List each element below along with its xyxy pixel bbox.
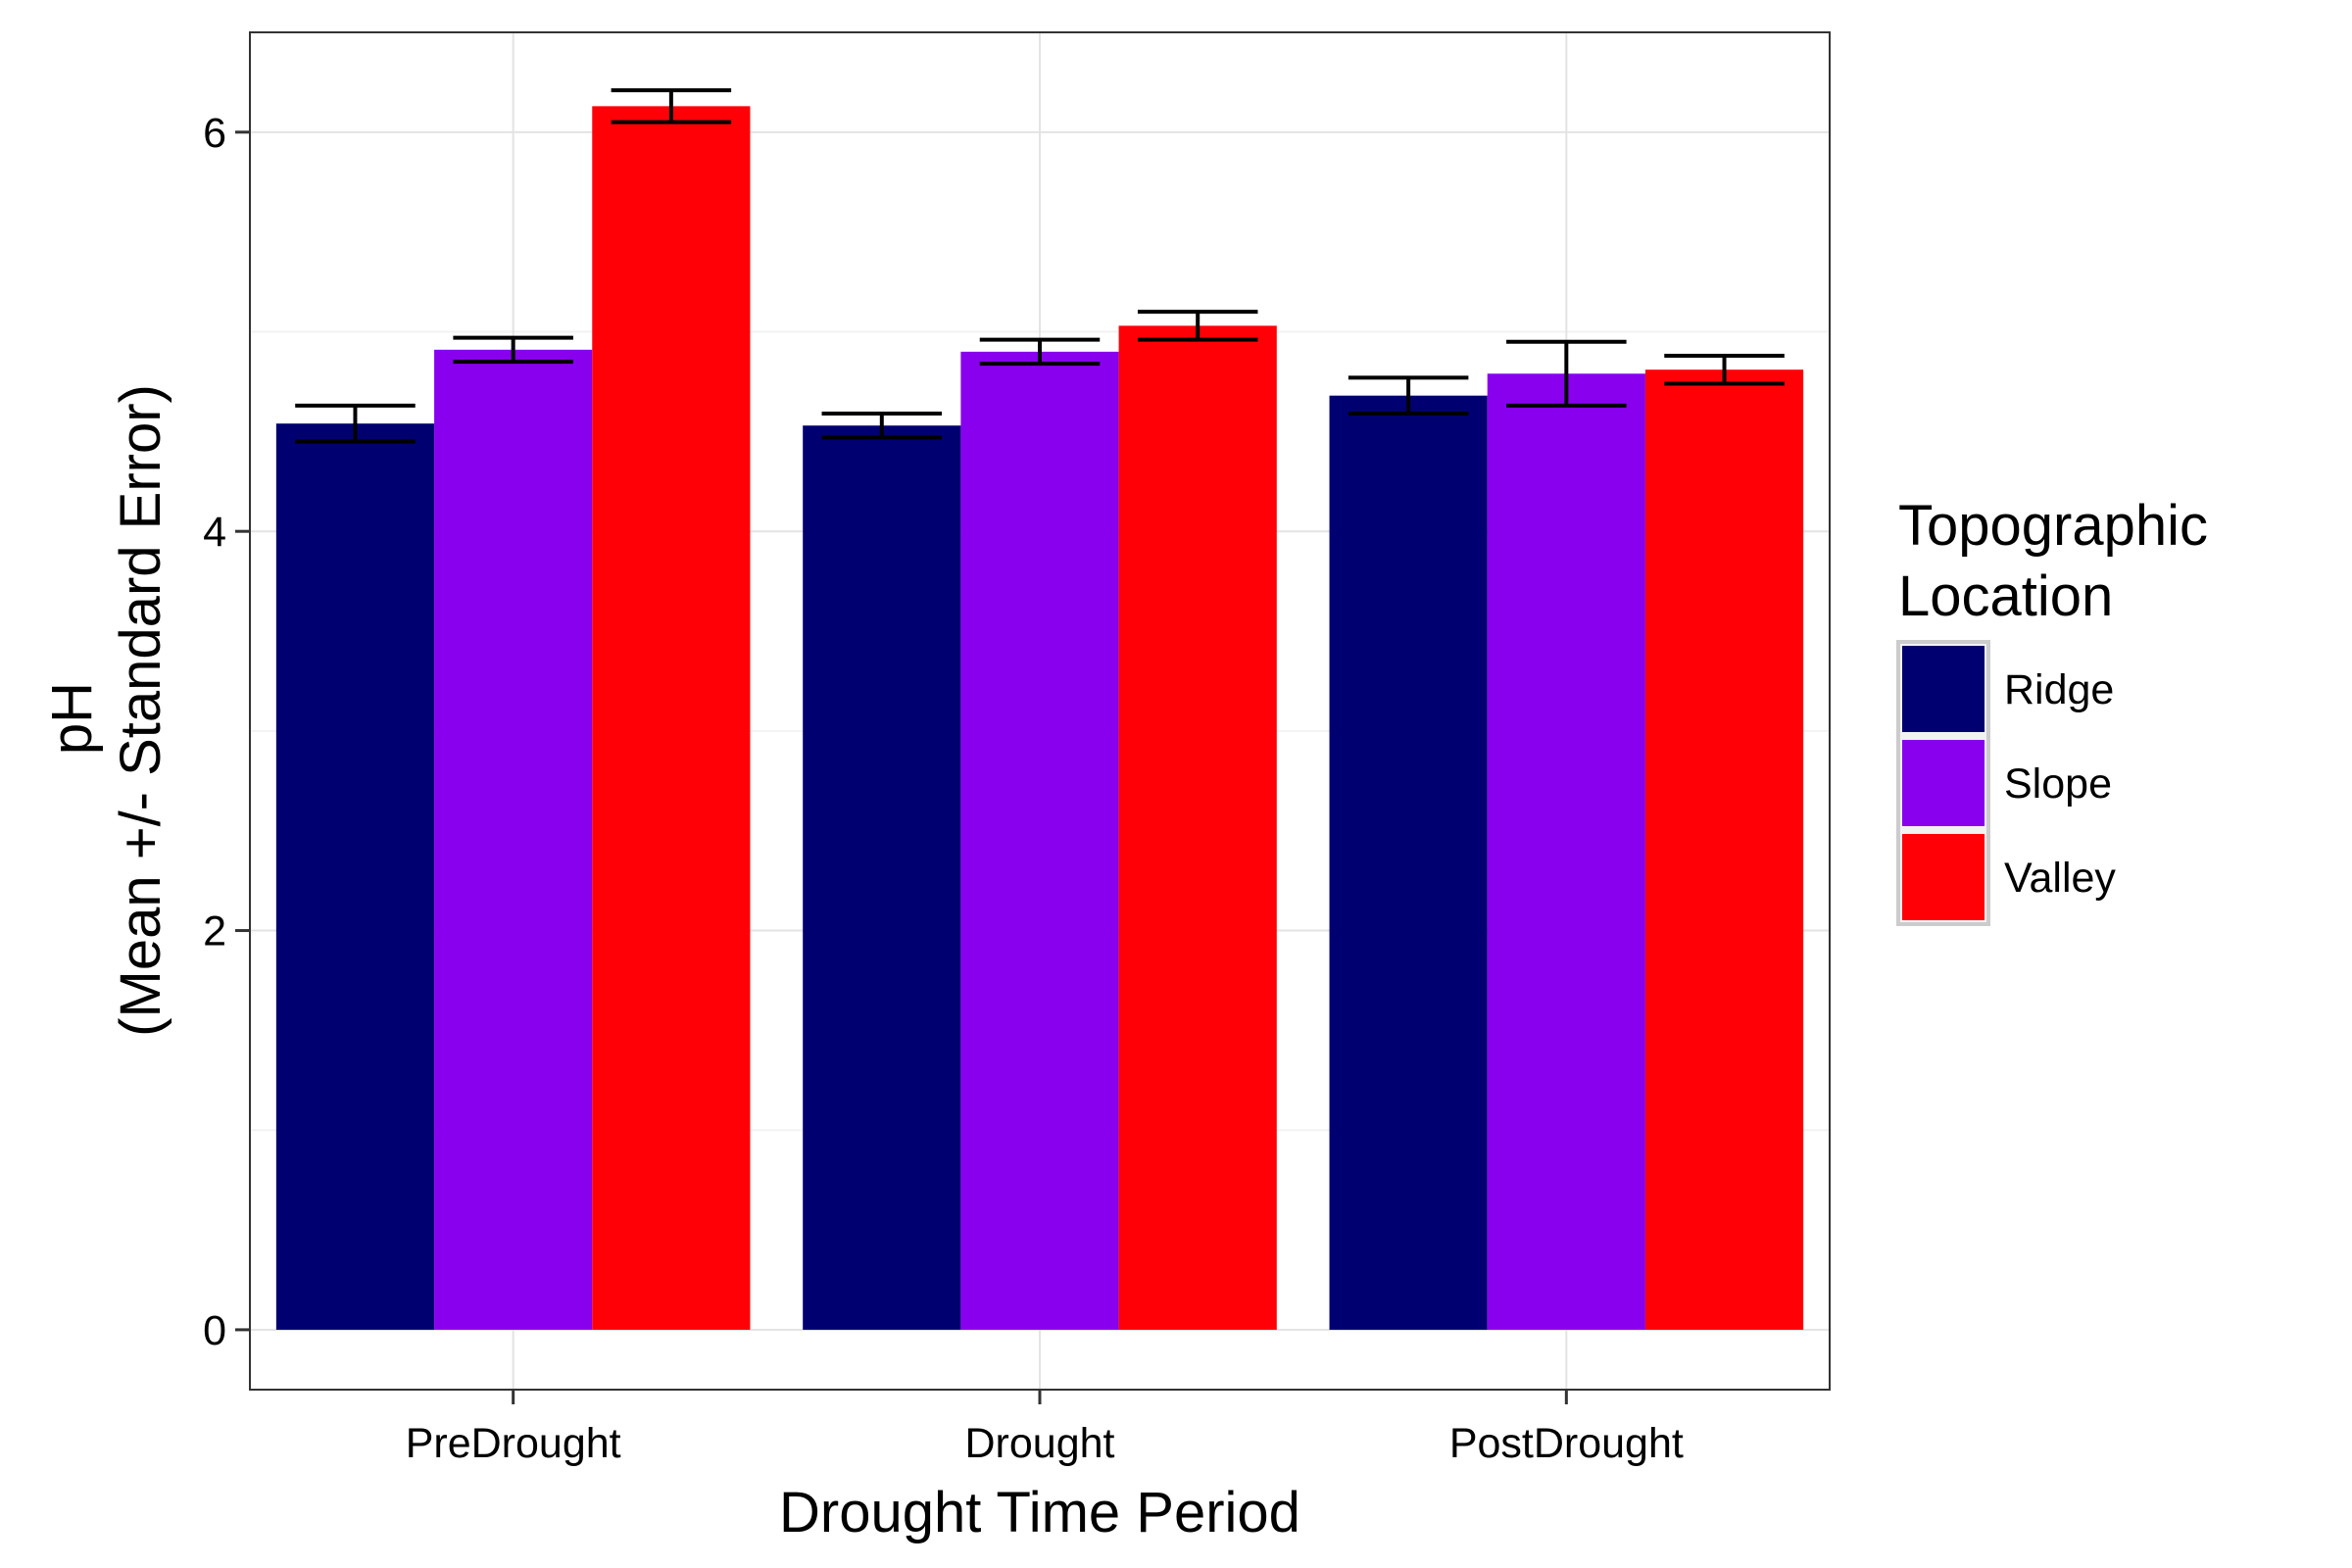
legend-swatch-valley xyxy=(1902,834,1984,920)
bar-slope-postdrought xyxy=(1487,373,1645,1330)
y-axis-title-line-2: (Mean +/- Standard Error) xyxy=(109,384,172,1037)
legend-keys: Ridge Slope Valley xyxy=(1896,640,2116,926)
error-bar-valley-postdrought xyxy=(1664,353,1785,386)
legend-swatch-ridge xyxy=(1902,646,1984,732)
error-bar-valley-drought xyxy=(1137,310,1258,342)
error-bars xyxy=(295,88,1785,444)
bar-valley-postdrought xyxy=(1644,369,1804,1330)
y-axis-title-line-1: pH xyxy=(40,682,104,755)
x-tick-label: PreDrought xyxy=(406,1420,621,1467)
axes: 0 2 4 6 PreDrought Drought PostDrought xyxy=(203,110,1684,1467)
legend-title-line-1: Topographic xyxy=(1898,494,2208,558)
y-tick-label: 2 xyxy=(203,908,226,956)
x-tick-label: Drought xyxy=(965,1420,1115,1467)
y-tick-label: 0 xyxy=(203,1307,226,1354)
y-tick-label: 6 xyxy=(203,110,226,157)
error-bar-slope-postdrought xyxy=(1506,339,1627,408)
bar-valley-predrought xyxy=(592,106,751,1330)
x-axis-title: Drought Time Period xyxy=(779,1481,1300,1544)
error-bar-ridge-postdrought xyxy=(1348,375,1469,416)
legend-title-line-2: Location xyxy=(1898,564,2113,628)
y-tick-label: 4 xyxy=(203,509,226,556)
legend-label-valley: Valley xyxy=(2004,855,2116,902)
bar-ridge-postdrought xyxy=(1329,395,1488,1330)
x-tick-label: PostDrought xyxy=(1449,1420,1684,1467)
legend-label-ridge: Ridge xyxy=(2004,666,2114,713)
error-bar-ridge-predrought xyxy=(295,403,416,444)
bar-ridge-predrought xyxy=(275,423,435,1330)
error-bar-ridge-drought xyxy=(821,412,943,440)
bar-valley-drought xyxy=(1118,325,1277,1330)
legend: Topographic Location Ridge Slope Valley xyxy=(1896,494,2208,926)
bar-ridge-drought xyxy=(803,425,961,1330)
error-bar-slope-drought xyxy=(979,337,1101,367)
legend-swatch-slope xyxy=(1902,740,1984,826)
y-axis-title: pH (Mean +/- Standard Error) xyxy=(40,384,172,1037)
error-bar-slope-predrought xyxy=(453,335,573,365)
bars xyxy=(275,106,1804,1330)
error-bar-valley-predrought xyxy=(611,88,732,124)
bar-slope-predrought xyxy=(434,349,593,1330)
legend-label-slope: Slope xyxy=(2004,760,2112,808)
bar-slope-drought xyxy=(960,351,1119,1330)
